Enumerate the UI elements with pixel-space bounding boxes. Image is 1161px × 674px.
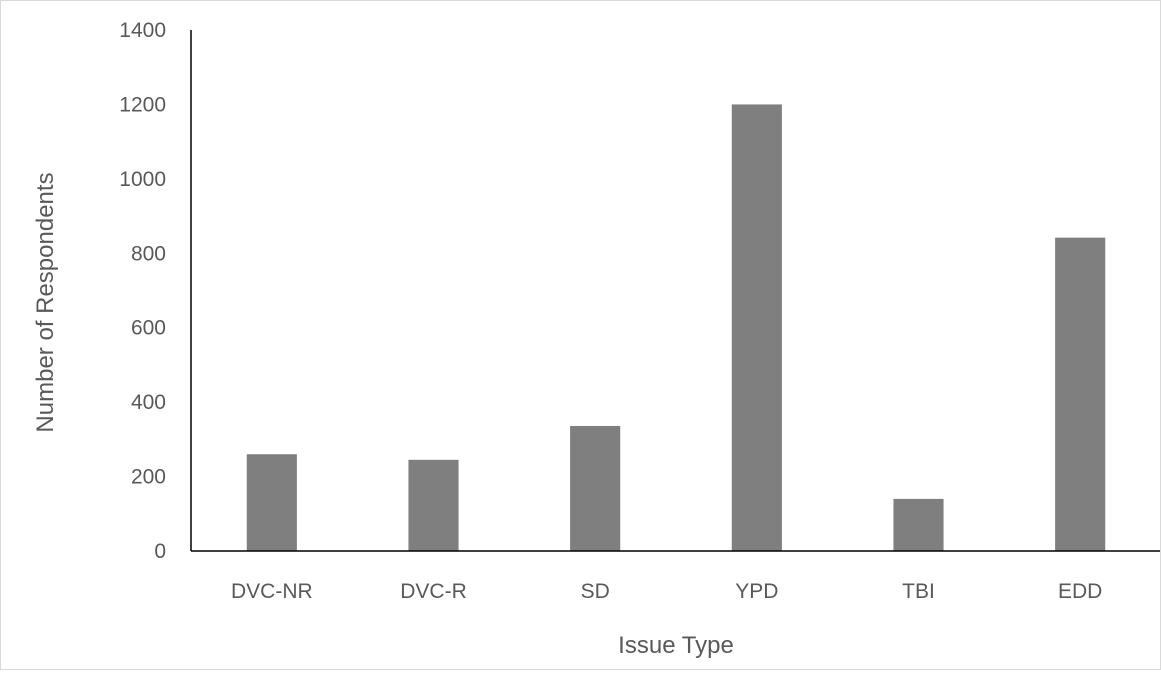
x-tick-labels: DVC-NR DVC-R SD YPD TBI EDD <box>231 580 1102 603</box>
x-tick-label: SD <box>581 580 610 603</box>
y-tick-label: 0 <box>154 540 166 563</box>
y-tick-label: 800 <box>131 242 166 265</box>
y-tick-labels: 0 200 400 600 800 1000 1200 1400 <box>119 19 166 563</box>
x-tick-label: DVC-NR <box>231 580 313 603</box>
bars-group <box>246 104 1106 552</box>
bar-sd <box>570 425 621 551</box>
bar-dvc-r <box>408 459 459 551</box>
y-tick-label: 400 <box>131 391 166 414</box>
y-tick-label: 1400 <box>119 19 166 42</box>
x-tick-label: TBI <box>902 580 935 603</box>
bar-ypd <box>731 104 782 551</box>
x-tick-label: YPD <box>735 580 778 603</box>
bar-dvc-nr <box>246 454 297 551</box>
x-axis-title: Issue Type <box>618 632 734 659</box>
x-tick-label: EDD <box>1058 580 1102 603</box>
y-tick-label: 200 <box>131 466 166 489</box>
y-tick-label: 1000 <box>119 168 166 191</box>
y-axis-title: Number of Respondents <box>32 172 59 432</box>
x-tick-label: DVC-R <box>400 580 467 603</box>
bar-edd <box>1055 237 1106 552</box>
bar-tbi <box>893 498 944 551</box>
y-tick-label: 600 <box>131 317 166 340</box>
y-tick-label: 1200 <box>119 93 166 116</box>
